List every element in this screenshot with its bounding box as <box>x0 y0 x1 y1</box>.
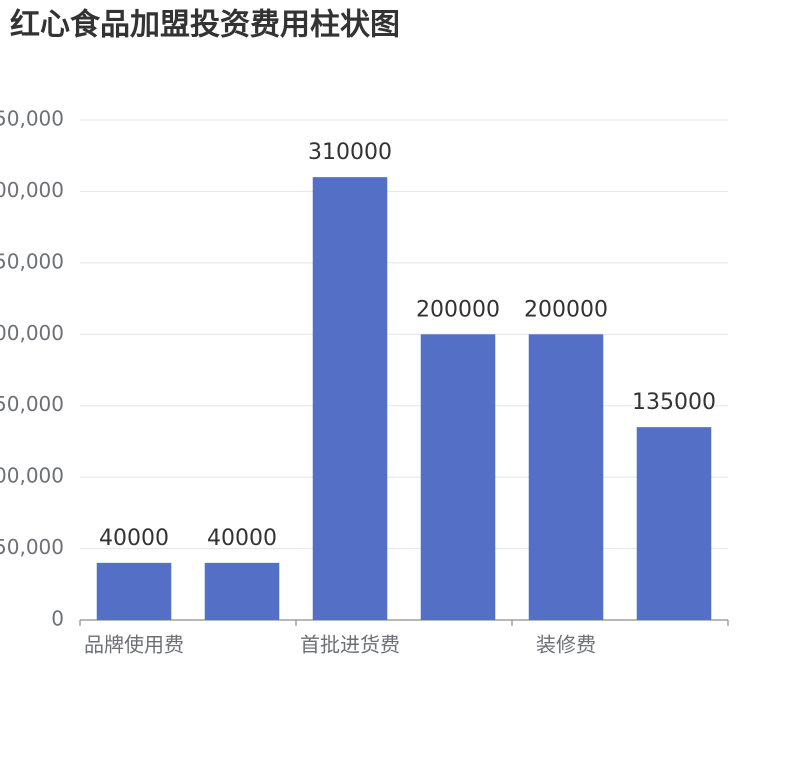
bar <box>420 334 496 620</box>
y-tick-label: 0 <box>51 607 64 631</box>
value-label: 310000 <box>308 140 392 165</box>
chart-title: 红心食品加盟投资费用柱状图 <box>10 8 400 43</box>
y-tick-label: 150,000 <box>0 392 64 416</box>
bar <box>636 427 712 620</box>
bar <box>312 177 388 620</box>
bar <box>528 334 604 620</box>
bar <box>204 562 280 620</box>
y-tick-label: 250,000 <box>0 249 64 273</box>
y-tick-label: 200,000 <box>0 321 64 345</box>
x-tick-label: 装修费 <box>536 633 596 657</box>
value-label: 135000 <box>632 390 716 415</box>
y-tick-label: 50,000 <box>0 535 64 559</box>
x-tick-label: 首批进货费 <box>300 633 400 657</box>
value-label: 200000 <box>416 297 500 322</box>
y-tick-label: 100,000 <box>0 464 64 488</box>
x-tick-label: 品牌使用费 <box>84 633 184 657</box>
value-label: 40000 <box>99 526 169 551</box>
value-label: 200000 <box>524 297 608 322</box>
y-tick-label: 350,000 <box>0 107 64 131</box>
bar <box>96 562 172 620</box>
y-tick-label: 300,000 <box>0 178 64 202</box>
value-label: 40000 <box>207 526 277 551</box>
